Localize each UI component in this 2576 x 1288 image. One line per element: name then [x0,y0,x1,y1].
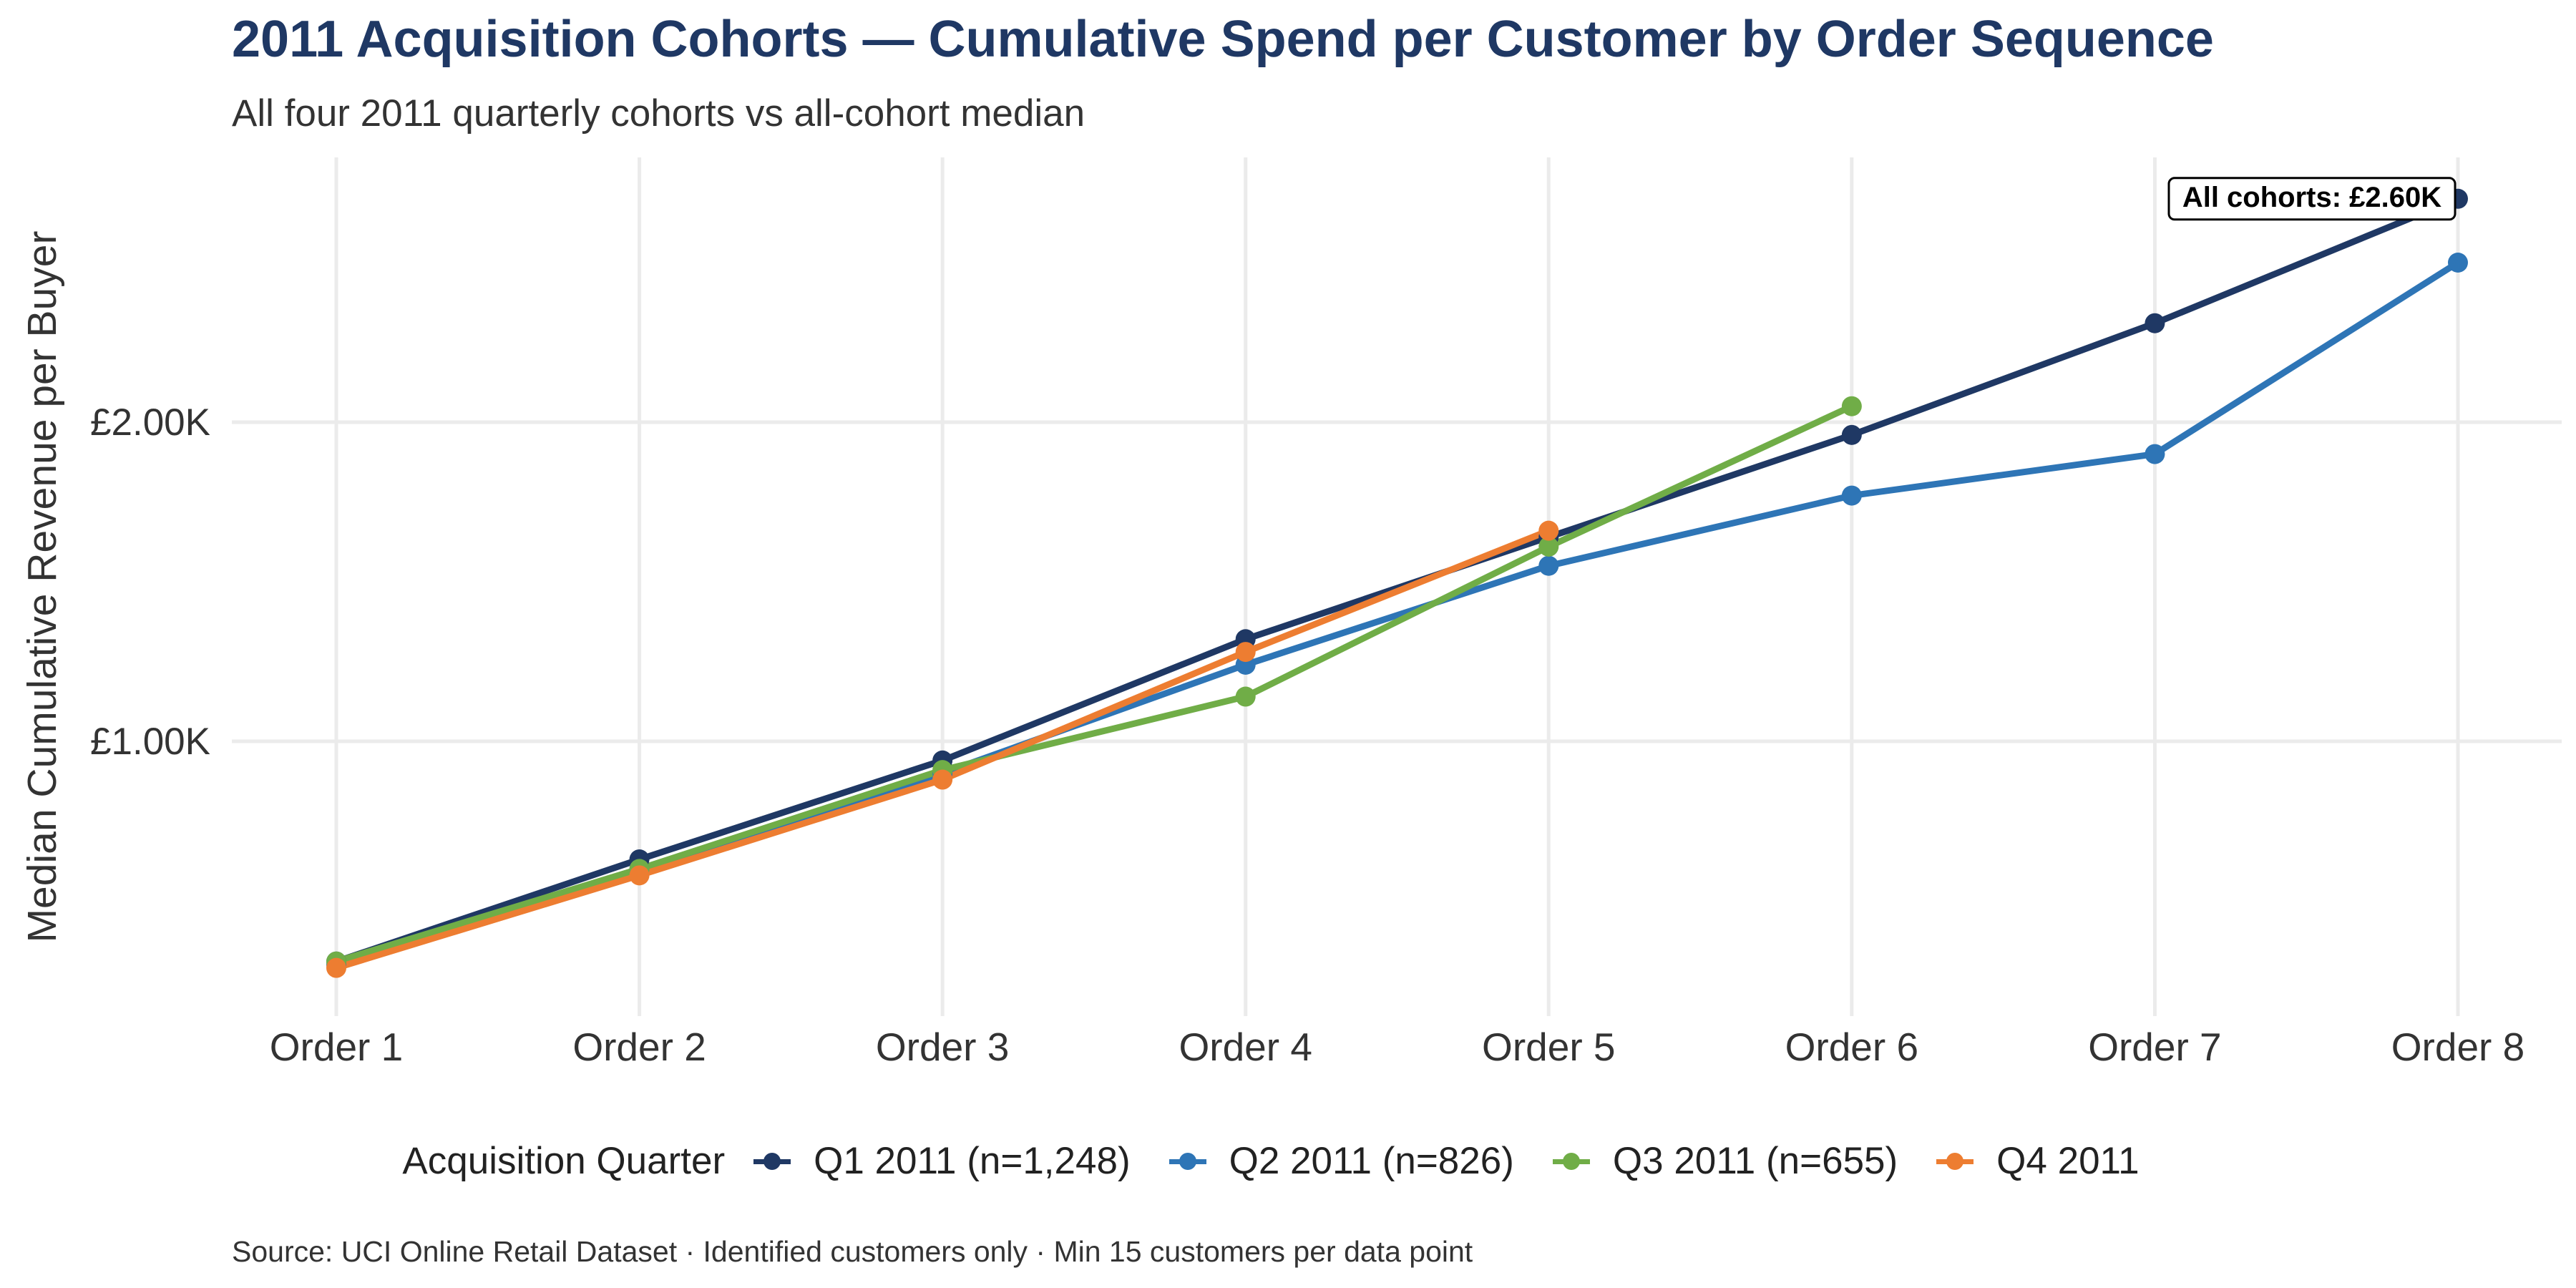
legend-item: Q1 2011 (n=1,248) [749,1139,1131,1183]
data-point [1538,536,1559,557]
x-tick-label: Order 7 [2088,1025,2221,1069]
data-point [1841,396,1862,416]
source-caption: Source: UCI Online Retail Dataset · Iden… [232,1235,1473,1268]
chart-title: 2011 Acquisition Cohorts — Cumulative Sp… [232,11,2214,68]
legend-title: Acquisition Quarter [402,1140,726,1182]
data-point [932,769,953,790]
legend: Acquisition Quarter Q1 2011 (n=1,248) Q2 … [0,1139,2576,1183]
x-tick-label: Order 4 [1179,1025,1312,1069]
annotation-box [2167,177,2457,221]
data-point [1538,555,1559,576]
data-point [2145,313,2165,333]
series-points [326,188,2468,978]
series-line [333,259,2462,968]
legend-item: Q3 2011 (n=655) [1548,1139,1898,1183]
x-tick-label: Order 6 [1785,1025,1918,1069]
x-tick-label: Order 5 [1482,1025,1615,1069]
legend-label: Q2 2011 (n=826) [1229,1140,1514,1182]
data-point [326,957,346,978]
y-tick-label: £2.00K [90,401,210,444]
data-point [2448,253,2468,273]
legend-key [1165,1151,1211,1172]
data-point [2145,444,2165,464]
x-tick-label: Order 8 [2391,1025,2524,1069]
series-line [333,403,1855,965]
legend-label: Q4 2011 [1996,1140,2140,1182]
data-point [1841,485,1862,506]
data-point [629,865,650,886]
data-point [1235,642,1256,663]
series-lines [333,195,2462,972]
x-tick-label: Order 3 [876,1025,1009,1069]
x-tick-label: Order 2 [572,1025,706,1069]
y-axis-label: Median Cumulative Revenue per Buyer [19,231,65,943]
series-line [333,195,2462,965]
legend-label: Q3 2011 (n=655) [1612,1140,1898,1182]
axes: £1.00K £2.00K Order 1 Order 2 Order 3 Order 4… [19,231,2524,1069]
data-point [1538,520,1559,541]
x-tick-label: Order 1 [270,1025,403,1069]
legend-items: Q1 2011 (n=1,248) Q2 2011 (n=826) Q3 2011 … [749,1139,2173,1183]
chart-subtitle: All four 2011 quarterly cohorts vs all-c… [232,92,1085,135]
grid-lines [232,157,2562,1016]
annotations: All cohorts: £2.60K [2167,177,2457,221]
data-point [1235,686,1256,707]
legend-key [1548,1151,1594,1172]
y-tick-label: £1.00K [90,721,210,763]
legend-label: Q1 2011 (n=1,248) [814,1140,1131,1182]
legend-item: Q2 2011 (n=826) [1165,1139,1514,1183]
legend-key [1932,1151,1978,1172]
legend-item: Q4 2011 [1932,1139,2140,1183]
legend-key [749,1151,795,1172]
data-point [1841,424,1862,445]
annotation-label: All cohorts: £2.60K [2182,182,2441,213]
